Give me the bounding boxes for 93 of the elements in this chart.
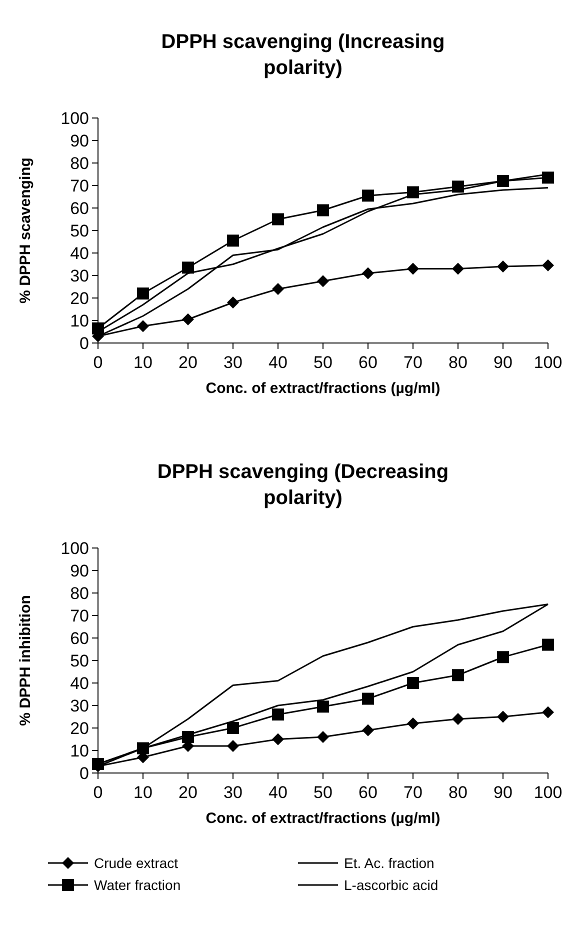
point — [272, 283, 284, 295]
x-tick-label: 70 — [404, 783, 422, 802]
point — [452, 713, 464, 725]
x-tick-label: 0 — [93, 353, 103, 372]
y-tick-label: 80 — [70, 584, 89, 603]
x-tick-label: 100 — [534, 353, 562, 372]
y-tick-label: 70 — [70, 176, 89, 196]
x-tick-label: 50 — [314, 783, 332, 802]
point — [542, 172, 554, 184]
point — [227, 740, 239, 752]
x-tick-label: 20 — [178, 783, 198, 802]
point — [182, 313, 194, 326]
x-tick-label: 20 — [178, 353, 198, 372]
y-tick-label: 50 — [70, 652, 89, 670]
y-tick-label: 30 — [70, 696, 89, 716]
point — [317, 204, 329, 216]
legend-label: Crude extract — [94, 855, 178, 871]
point — [497, 651, 509, 664]
point — [452, 669, 464, 682]
point — [362, 724, 374, 736]
x-axis-title: Conc. of extract/fractions (µg/ml) — [206, 810, 440, 827]
x-tick-label: 30 — [224, 353, 242, 372]
point — [362, 267, 374, 280]
point — [182, 262, 194, 274]
y-tick-label: 90 — [70, 562, 89, 580]
point — [542, 638, 554, 651]
y-tick-label: 0 — [80, 764, 89, 783]
y-tick-label: 60 — [70, 199, 89, 218]
y-tick-label: 40 — [70, 244, 89, 263]
point — [227, 234, 239, 247]
x-tick-label: 90 — [494, 353, 512, 372]
point — [542, 259, 554, 272]
point — [317, 700, 329, 713]
y-tick-label: 10 — [70, 312, 89, 330]
point — [497, 260, 509, 272]
legend-label: L-ascorbic acid — [344, 877, 438, 893]
point — [542, 706, 554, 718]
x-tick-label: 40 — [268, 783, 288, 802]
x-tick-label: 60 — [358, 783, 378, 802]
y-tick-label: 100 — [60, 539, 89, 558]
point — [407, 186, 419, 198]
point — [227, 722, 239, 734]
y-tick-label: 50 — [70, 222, 89, 240]
x-tick-label: 90 — [494, 783, 512, 802]
y-tick-label: 20 — [70, 719, 89, 738]
point — [407, 262, 419, 275]
point — [92, 322, 104, 334]
y-tick-label: 60 — [70, 629, 89, 648]
y-axis-title: % DPPH scavenging — [17, 158, 34, 304]
x-axis-title: Conc. of extract/fractions (µg/ml) — [206, 380, 440, 397]
y-tick-label: 0 — [80, 334, 89, 353]
y-tick-label: 80 — [70, 154, 89, 173]
point — [317, 275, 329, 288]
y-tick-label: 10 — [70, 742, 89, 760]
point — [362, 692, 374, 705]
point — [452, 262, 464, 275]
y-axis-title: % DPPH inhibition — [17, 595, 34, 726]
x-tick-label: 50 — [314, 353, 332, 372]
point — [92, 758, 104, 770]
legend-label: Water fraction — [94, 877, 181, 893]
x-tick-label: 60 — [358, 353, 378, 372]
x-tick-label: 10 — [134, 783, 152, 802]
x-tick-label: 80 — [448, 783, 468, 802]
x-tick-label: 10 — [134, 353, 152, 372]
point — [407, 718, 419, 730]
chart-title: DPPH scavenging (Increasing polarity) — [161, 31, 445, 79]
point — [137, 288, 149, 300]
point — [272, 733, 284, 746]
point — [272, 213, 284, 226]
y-tick-label: 40 — [70, 674, 89, 693]
x-tick-label: 80 — [448, 353, 468, 372]
point — [497, 175, 509, 187]
point — [362, 190, 374, 202]
y-tick-label: 20 — [70, 289, 89, 308]
y-tick-label: 90 — [70, 132, 89, 150]
y-tick-label: 70 — [70, 606, 89, 626]
x-tick-label: 100 — [534, 783, 562, 802]
chart-title: DPPH scavenging (Decreasing polarity) — [157, 461, 449, 509]
x-tick-label: 0 — [93, 783, 103, 802]
point — [182, 731, 194, 743]
point — [317, 731, 329, 743]
legend-label: Et. Ac. fraction — [344, 855, 434, 871]
x-tick-label: 70 — [404, 353, 422, 372]
point — [137, 320, 149, 332]
point — [407, 677, 419, 689]
point — [227, 296, 239, 308]
x-tick-label: 30 — [224, 783, 242, 802]
point — [272, 708, 284, 720]
x-tick-label: 40 — [268, 353, 288, 372]
point — [452, 180, 464, 193]
point — [497, 710, 509, 723]
y-tick-label: 100 — [60, 109, 89, 128]
y-tick-label: 30 — [70, 266, 89, 286]
